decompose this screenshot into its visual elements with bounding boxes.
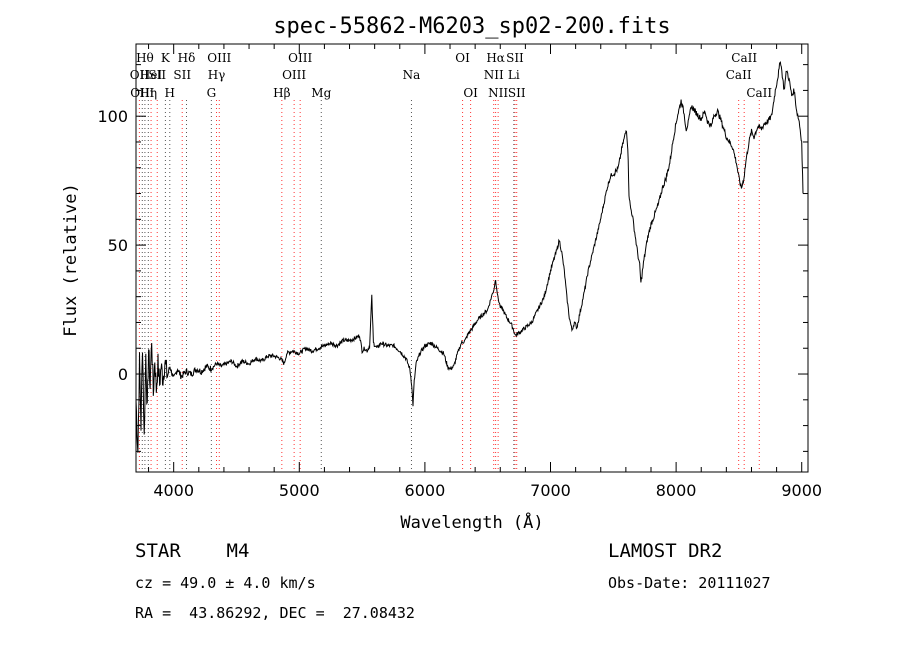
line-label-2-0: Hθ (136, 51, 154, 65)
survey-name: LAMOST DR2 (608, 540, 723, 562)
redshift-velocity: cz = 49.0 ± 4.0 km/s (135, 574, 316, 592)
line-label-7-0: H (165, 86, 175, 100)
line-label-28-0: CaII (746, 86, 772, 100)
line-label-20-0: NII (484, 68, 504, 82)
line-label-10-0: G (207, 86, 217, 100)
axis-ticks: 4000 5000 6000 7000 8000 9000 0 50 100 (97, 44, 822, 500)
line-label-27-0: CaII (731, 51, 757, 65)
line-label-8-0: SII (173, 68, 191, 82)
line-label-21-0: Hα (486, 51, 505, 65)
spectral-line-labels: OIIOIIIHθHηHeISIIKHSIIHδGHγOIIIHβOIIIOII… (130, 51, 773, 100)
spectral-line-markers (138, 100, 760, 472)
y-tick-label: 0 (118, 365, 128, 384)
line-label-4-0: HeI (140, 68, 163, 82)
line-label-17-0: Na (403, 68, 421, 82)
line-label-23-0: Li (508, 68, 520, 82)
observation-date: Obs-Date: 20111027 (608, 574, 771, 592)
object-class: STAR M4 (135, 540, 250, 562)
line-label-9-0: Hδ (178, 51, 196, 65)
line-label-25-0: SII (508, 86, 526, 100)
line-label-19-0: OI (463, 86, 478, 100)
line-label-18-0: OI (455, 51, 470, 65)
spectrum-line (135, 61, 804, 453)
x-tick-label: 7000 (530, 481, 571, 500)
line-label-1-0: OIII (130, 86, 154, 100)
line-label-24-0: SII (506, 51, 524, 65)
x-axis-label: Wavelength (Å) (400, 511, 543, 533)
ra-dec-coordinates: RA = 43.86292, DEC = 27.08432 (135, 604, 415, 622)
line-label-3-0: Hη (139, 86, 157, 100)
line-label-15-0: OIII (288, 51, 312, 65)
x-tick-label: 5000 (279, 481, 320, 500)
y-tick-label: 100 (97, 107, 128, 126)
line-label-11-0: Hγ (208, 68, 226, 82)
line-label-16-0: Mg (311, 86, 331, 100)
line-label-26-0: CaII (726, 68, 752, 82)
line-label-5-0: SII (148, 68, 166, 82)
x-tick-label: 9000 (781, 481, 822, 500)
plot-frame (135, 43, 809, 473)
y-tick-label: 50 (108, 236, 128, 255)
x-tick-label: 6000 (405, 481, 446, 500)
chart-title: spec-55862-M6203_sp02-200.fits (273, 14, 670, 39)
y-axis-label: Flux (relative) (61, 183, 81, 337)
line-label-12-0: OIII (207, 51, 231, 65)
x-tick-label: 8000 (656, 481, 697, 500)
x-tick-label: 4000 (153, 481, 194, 500)
line-label-13-0: Hβ (273, 86, 290, 100)
line-label-14-0: OIII (282, 68, 306, 82)
line-label-22-0: NII (488, 86, 508, 100)
line-label-6-0: K (161, 51, 171, 65)
line-label-0-0: OII (130, 68, 150, 82)
